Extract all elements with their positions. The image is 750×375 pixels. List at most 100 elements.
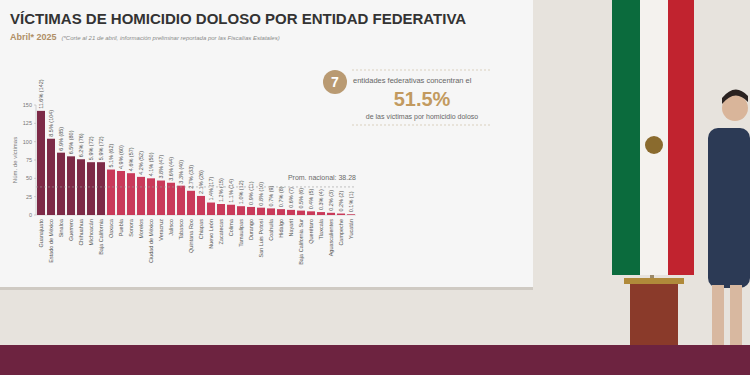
flag-stand-top xyxy=(624,278,684,284)
x-tick-label: Baja California Sur xyxy=(298,219,304,265)
x-tick-label: Aguascalientes xyxy=(328,219,334,257)
flag-emblem xyxy=(645,136,663,154)
reference-label: Prom. nacional: 38.28 xyxy=(288,174,356,181)
x-tick-label: Tlaxcala xyxy=(318,218,324,239)
bar xyxy=(267,208,275,215)
callout-count: 7 xyxy=(331,74,339,90)
data-label: 2.7% (33) xyxy=(188,165,194,189)
bar xyxy=(277,209,285,215)
x-tick-label: Chiapas xyxy=(198,219,204,239)
x-tick-label: Guerrero xyxy=(68,219,74,241)
x-tick-label: Durango xyxy=(248,219,254,240)
y-tick-label: 50 xyxy=(26,175,32,181)
y-tick xyxy=(34,178,36,179)
data-label: 1.0% (12) xyxy=(238,180,244,204)
reference-line xyxy=(36,186,356,187)
bar xyxy=(137,177,145,215)
x-tick-label: Quintana Roo xyxy=(188,219,194,253)
bar xyxy=(107,170,115,215)
x-tick-label: Guanajuato xyxy=(38,219,44,247)
data-label: 5.9% (72) xyxy=(98,136,104,160)
data-label: 0.7% (8) xyxy=(278,186,284,207)
bar xyxy=(187,191,195,215)
bar xyxy=(67,156,75,215)
bar xyxy=(307,211,315,215)
flag-stand xyxy=(630,282,678,345)
x-tick-label: Michoacán xyxy=(88,219,94,246)
x-tick-label: Veracruz xyxy=(158,219,164,241)
bar xyxy=(287,210,295,215)
x-tick-label: Campeche xyxy=(338,219,344,246)
title: VÍCTIMAS DE HOMICIDIO DOLOSO POR ENTIDAD… xyxy=(10,10,466,27)
y-tick-label: 100 xyxy=(23,139,32,145)
bar xyxy=(317,212,325,215)
subtitle: Abril* 2025 xyxy=(10,32,57,42)
flag-green xyxy=(612,0,640,275)
x-tick-label: Colima xyxy=(228,218,234,236)
data-label: 11.6% (142) xyxy=(38,79,44,109)
x-tick-label: Oaxaca xyxy=(108,218,114,238)
x-tick-label: Sonora xyxy=(128,218,134,237)
x-tick-label: Tabasco xyxy=(178,219,184,240)
bar xyxy=(97,162,105,215)
y-tick-label: 150 xyxy=(23,102,32,108)
x-tick-label: Chihuahua xyxy=(78,218,84,246)
slide xyxy=(0,0,533,287)
y-tick xyxy=(34,105,36,106)
data-label: 1.1% (14) xyxy=(228,179,234,203)
x-tick-label: Baja California xyxy=(98,218,104,255)
bar xyxy=(207,203,215,215)
data-label: 5.1% (62) xyxy=(108,144,114,168)
bar xyxy=(237,206,245,215)
bar xyxy=(197,196,205,215)
callout-rule xyxy=(352,70,492,71)
data-label: 0.2% (3) xyxy=(328,190,334,211)
scene: VÍCTIMAS DE HOMICIDIO DOLOSO POR ENTIDAD… xyxy=(0,0,750,375)
y-tick-label: 125 xyxy=(23,120,32,126)
y-tick xyxy=(34,123,36,124)
data-label: 6.2% (76) xyxy=(78,133,84,157)
data-label: 3.3% (40) xyxy=(178,160,184,184)
x-tick-label: Zacatecas xyxy=(218,219,224,245)
bar xyxy=(57,153,65,215)
data-label: 4.9% (60) xyxy=(118,145,124,169)
data-label: 4.1% (50) xyxy=(148,152,154,176)
data-label: 8.5% (104) xyxy=(48,110,54,137)
x-tick-labels: GuanajuatoEstado de MéxicoSinaloaGuerrer… xyxy=(38,218,354,265)
x-tick-label: Coahuila xyxy=(268,218,274,241)
callout-badge xyxy=(323,70,347,94)
data-label: 0.5% (6) xyxy=(298,188,304,209)
bar xyxy=(297,211,305,215)
x-tick-label: Yucatán xyxy=(348,219,354,239)
bar xyxy=(337,214,345,215)
y-axis-label: Núm. de víctimas xyxy=(12,137,18,183)
bar xyxy=(37,111,45,215)
slide-edge xyxy=(0,287,533,290)
x-tick-label: Jalisco xyxy=(168,219,174,236)
data-label: 0.1% (1) xyxy=(348,191,354,212)
y-tick xyxy=(34,215,36,216)
data-label: 0.9% (11) xyxy=(248,181,254,205)
x-tick-label: Nuevo León xyxy=(208,219,214,249)
y-axis: 0255075100125150 xyxy=(23,102,36,218)
bar xyxy=(177,186,185,215)
presenter-leg xyxy=(730,285,742,345)
data-label: 6.5% (80) xyxy=(68,130,74,154)
backdrop xyxy=(0,0,750,375)
y-tick xyxy=(34,196,36,197)
presenter-leg xyxy=(712,285,724,345)
data-label: 1.4% (17) xyxy=(208,177,214,201)
data-label: 6.9% (85) xyxy=(58,127,64,151)
flag-white xyxy=(640,0,668,275)
data-label: 0.3% (4) xyxy=(318,189,324,210)
bar xyxy=(47,139,55,215)
x-tick-label: Estado de México xyxy=(48,219,54,263)
data-label: 0.8% (10) xyxy=(258,182,264,206)
x-tick-label: Nayarit xyxy=(288,219,294,237)
x-tick-label: Tamaulipas xyxy=(238,219,244,247)
data-label: 4.6% (57) xyxy=(128,147,134,171)
data-label: 1.2% (15) xyxy=(218,178,224,202)
y-tick-label: 0 xyxy=(29,212,32,218)
x-tick-label: Ciudad de México xyxy=(148,219,154,263)
data-labels: 11.6% (142) 8.5% (104) 6.9% (85) 6.5% (80) 6… xyxy=(38,79,354,212)
